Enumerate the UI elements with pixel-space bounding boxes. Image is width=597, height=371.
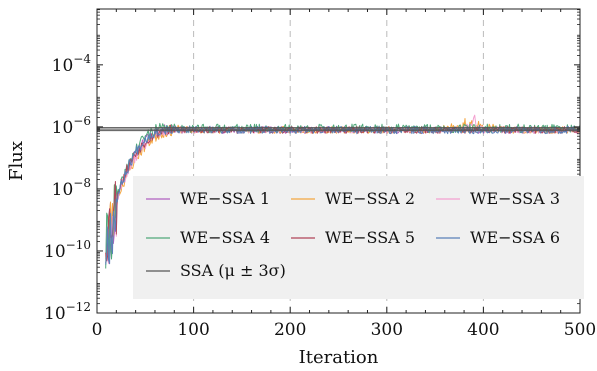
x-tick-label: 500	[564, 320, 596, 340]
legend-label: WE−SSA 3	[470, 189, 560, 208]
x-tick-label: 400	[467, 320, 499, 340]
legend-label: WE−SSA 1	[180, 189, 270, 208]
legend-label: WE−SSA 4	[180, 228, 270, 247]
y-tick-label: 10−12	[44, 300, 91, 324]
x-axis-label: Iteration	[299, 347, 379, 368]
x-tick-label: 100	[177, 320, 209, 340]
legend: WE−SSA 1 WE−SSA 2 WE−SSA 3 WE−SSA 4 WE−SSA 5…	[133, 176, 584, 299]
legend-box	[133, 176, 584, 299]
legend-label: WE−SSA 2	[325, 189, 415, 208]
x-tick-label: 200	[274, 320, 306, 340]
y-tick-label: 10−8	[52, 176, 91, 200]
x-tick-label: 0	[92, 320, 103, 340]
y-axis-label: Flux	[6, 141, 27, 181]
ssa-band	[97, 127, 580, 132]
legend-label: WE−SSA 6	[470, 228, 560, 247]
x-tick-label: 300	[371, 320, 403, 340]
axis-ticks: 0 100 200 300 400 500 10−12 10−10 10−8 10−6 10−4	[44, 9, 596, 340]
legend-label: SSA (μ ± 3σ)	[180, 261, 286, 280]
legend-label: WE−SSA 5	[325, 228, 415, 247]
y-tick-label: 10−4	[52, 52, 92, 76]
y-tick-label: 10−10	[44, 238, 91, 262]
y-tick-label: 10−6	[52, 114, 91, 138]
